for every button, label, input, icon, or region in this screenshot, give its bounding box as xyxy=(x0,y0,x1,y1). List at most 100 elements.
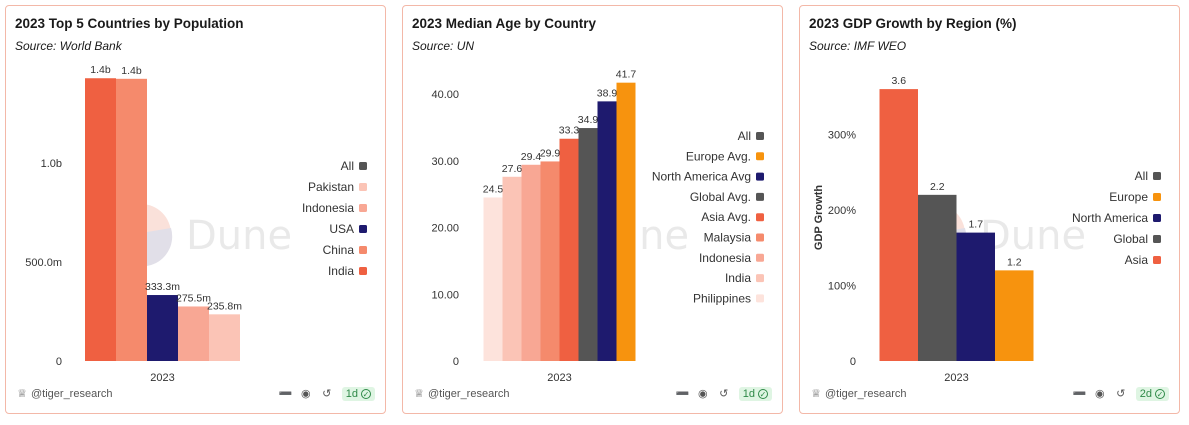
bar-usa[interactable] xyxy=(147,295,178,361)
bar-asia[interactable] xyxy=(879,89,919,362)
data-label: 41.7 xyxy=(616,69,637,81)
legend-swatch xyxy=(756,172,764,181)
chart-footer: ♕ @tiger_research ➖ ◉ ↺ 1d ✓ xyxy=(16,387,375,403)
legend-swatch xyxy=(1153,214,1161,222)
refresh-icon[interactable]: ↺ xyxy=(322,388,332,400)
bar-indonesia[interactable] xyxy=(178,306,209,361)
chart-source: Source: UN xyxy=(412,39,475,53)
legend-label: Pakistan xyxy=(308,180,354,194)
refresh-icon[interactable]: ↺ xyxy=(1116,388,1126,400)
bar-europe[interactable] xyxy=(995,270,1034,361)
data-label: 34.9 xyxy=(578,114,599,126)
dune-watermark-text: Dune xyxy=(186,213,292,259)
legend-swatch xyxy=(756,253,764,262)
legend-swatch xyxy=(359,246,367,254)
legend-item[interactable]: Global Avg. xyxy=(690,190,764,204)
legend-item[interactable]: North America xyxy=(1072,211,1161,225)
bar-asia-avg[interactable] xyxy=(559,138,579,361)
link-icon[interactable]: ➖ xyxy=(675,388,690,400)
author[interactable]: ♕ @tiger_research xyxy=(413,388,509,400)
chart-title: 2023 Top 5 Countries by Population xyxy=(15,16,244,31)
legend-item[interactable]: Asia Avg. xyxy=(701,210,764,224)
data-label: 3.6 xyxy=(891,75,906,87)
bar-china[interactable] xyxy=(116,78,147,361)
legend-item[interactable]: Europe Avg. xyxy=(686,149,764,163)
author[interactable]: ♕ @tiger_research xyxy=(810,388,906,400)
check-icon: ✓ xyxy=(361,389,371,399)
x-tick-label: 2023 xyxy=(547,372,571,381)
chart-panel-population: 2023 Top 5 Countries by Population Sourc… xyxy=(5,5,386,414)
bar-india[interactable] xyxy=(502,176,522,361)
y-tick-label: 40.00 xyxy=(431,89,459,101)
legend-item[interactable]: North America Avg xyxy=(652,170,764,184)
legend-item[interactable]: India xyxy=(725,271,764,285)
legend-item[interactable]: Pakistan xyxy=(308,180,367,194)
freshness-label: 2d xyxy=(1139,388,1152,400)
y-tick-label: 10.00 xyxy=(431,289,459,301)
legend-swatch xyxy=(359,204,367,212)
bar-pakistan[interactable] xyxy=(209,314,240,361)
link-icon[interactable]: ➖ xyxy=(278,388,293,400)
legend-item[interactable]: India xyxy=(328,264,367,278)
legend-swatch xyxy=(1153,193,1161,201)
chart-source: Source: IMF WEO xyxy=(809,39,907,53)
data-label: 1.7 xyxy=(968,219,983,231)
legend-label: Indonesia xyxy=(699,251,751,265)
author[interactable]: ♕ @tiger_research xyxy=(16,388,112,400)
legend-label: Europe Avg. xyxy=(686,149,751,163)
bar-north-america[interactable] xyxy=(956,232,996,361)
y-tick-label: 30.00 xyxy=(431,156,459,168)
bar-philippines[interactable] xyxy=(483,197,503,361)
data-label: 333.3m xyxy=(145,281,180,293)
legend-item[interactable]: Global xyxy=(1113,232,1161,246)
freshness-label: 1d xyxy=(742,388,755,400)
bar-indonesia[interactable] xyxy=(521,164,541,361)
median-age-chart: Dune010.0020.0030.0040.0024.527.629.429.… xyxy=(431,69,764,381)
bar-europe-avg[interactable] xyxy=(616,82,636,361)
legend-item[interactable]: All xyxy=(1135,169,1161,183)
y-tick-label: 1.0b xyxy=(41,158,62,170)
legend-swatch xyxy=(359,183,367,191)
legend-item[interactable]: USA xyxy=(329,222,367,236)
camera-icon[interactable]: ◉ xyxy=(300,388,311,400)
legend-item[interactable]: Indonesia xyxy=(302,201,367,215)
y-tick-label: 0 xyxy=(56,356,62,368)
legend-item[interactable]: Philippines xyxy=(693,291,764,305)
bar-north-america-avg[interactable] xyxy=(597,101,617,362)
legend-item[interactable]: All xyxy=(341,159,367,173)
data-label: 2.2 xyxy=(930,181,945,193)
legend-label: Indonesia xyxy=(302,201,354,215)
legend-item[interactable]: Europe xyxy=(1109,190,1161,204)
freshness-badge[interactable]: 2d ✓ xyxy=(1135,387,1169,401)
legend-swatch xyxy=(359,162,367,170)
legend-item[interactable]: China xyxy=(323,243,367,257)
legend-swatch xyxy=(756,294,764,303)
bar-global[interactable] xyxy=(918,194,957,361)
camera-icon[interactable]: ◉ xyxy=(697,388,708,400)
author-name: @tiger_research xyxy=(428,388,510,400)
chart-source: Source: World Bank xyxy=(15,39,122,53)
legend-swatch xyxy=(756,192,764,201)
bar-global-avg[interactable] xyxy=(578,128,598,361)
legend-item[interactable]: Indonesia xyxy=(699,251,764,265)
legend-label: Europe xyxy=(1109,190,1148,204)
tiger-logo-icon: ♕ xyxy=(811,388,821,400)
legend-item[interactable]: Malaysia xyxy=(704,231,764,245)
legend-item[interactable]: All xyxy=(738,129,764,143)
link-icon[interactable]: ➖ xyxy=(1072,388,1087,400)
freshness-badge[interactable]: 1d ✓ xyxy=(738,387,772,401)
freshness-badge[interactable]: 1d ✓ xyxy=(341,387,375,401)
legend-label: Philippines xyxy=(693,291,751,305)
refresh-icon[interactable]: ↺ xyxy=(719,388,729,400)
legend-swatch xyxy=(756,274,764,283)
data-label: 24.5 xyxy=(483,183,504,195)
legend-item[interactable]: Asia xyxy=(1125,253,1161,267)
data-label: 38.9 xyxy=(597,87,618,99)
camera-icon[interactable]: ◉ xyxy=(1094,388,1105,400)
data-label: 235.8m xyxy=(207,300,242,312)
legend-label: Global Avg. xyxy=(690,190,751,204)
check-icon: ✓ xyxy=(1155,389,1165,399)
y-tick-label: 0 xyxy=(453,356,459,368)
bar-india[interactable] xyxy=(85,78,116,362)
bar-malaysia[interactable] xyxy=(540,161,560,361)
